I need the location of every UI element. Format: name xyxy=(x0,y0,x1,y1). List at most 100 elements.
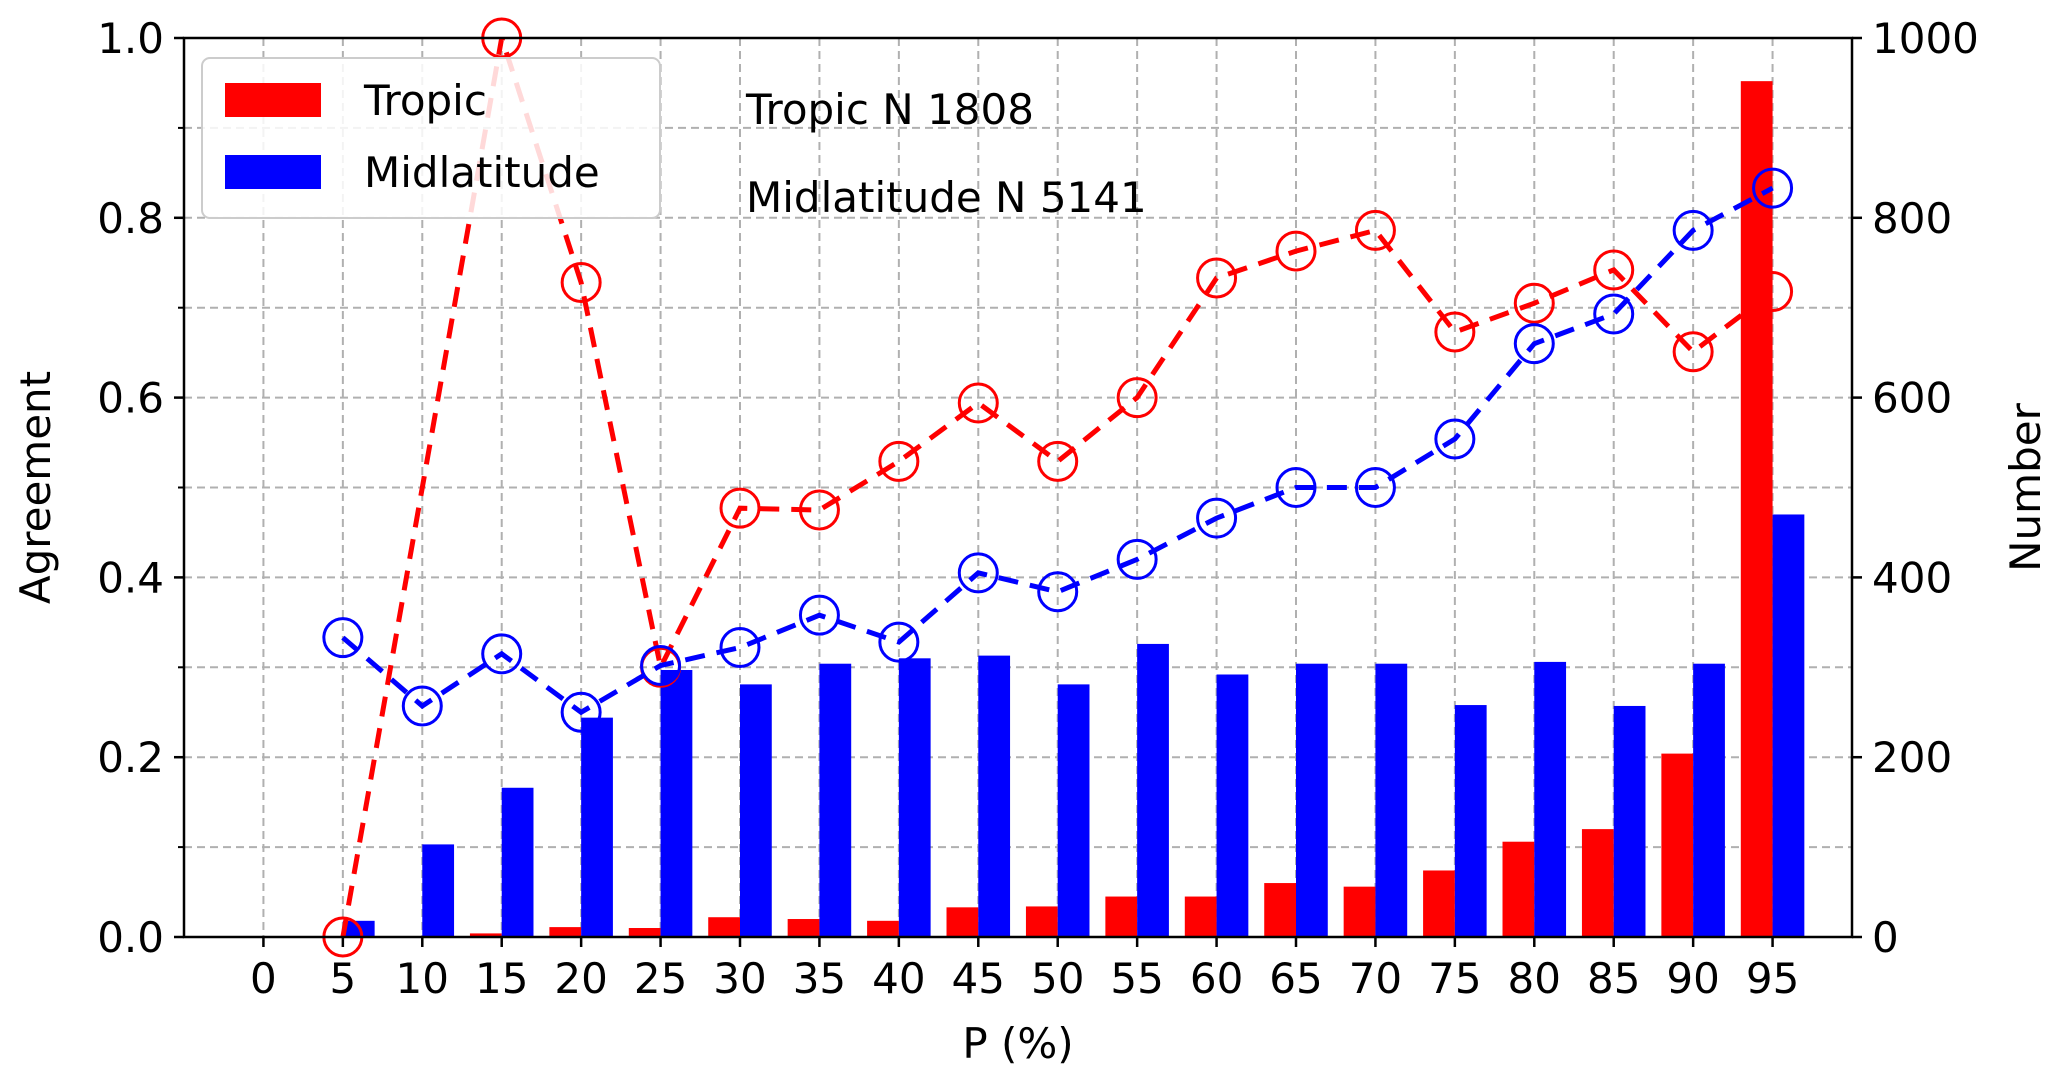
bars xyxy=(342,81,1805,938)
bar-1-12 xyxy=(1216,674,1249,937)
line-path-1 xyxy=(341,185,1774,716)
x-tick-label-8: 40 xyxy=(872,954,925,1003)
bar-1-2 xyxy=(422,844,455,937)
x-tick-label-5: 25 xyxy=(634,954,687,1003)
line-point-1-15 xyxy=(1513,323,1555,365)
bar-0-6 xyxy=(708,917,740,937)
bar-0-11 xyxy=(1105,896,1138,937)
bar-0-4 xyxy=(549,927,582,937)
x-tick-label-10: 50 xyxy=(1031,954,1084,1003)
annotation-midlatitude-n: Midlatitude N 5141 xyxy=(746,173,1147,222)
line-series-1 xyxy=(322,167,1794,733)
y-axis-title: Agreement xyxy=(11,371,60,604)
x-tick-label-11: 55 xyxy=(1110,954,1163,1003)
line-point-1-6 xyxy=(798,594,840,636)
bar-series-0 xyxy=(469,81,1773,938)
x-tick-label-9: 45 xyxy=(952,954,1005,1003)
line-point-0-12 xyxy=(1354,209,1396,251)
line-point-0-5 xyxy=(798,489,840,531)
legend-swatch-midlatitude xyxy=(225,155,321,189)
x-tick-label-15: 75 xyxy=(1428,954,1481,1003)
y-right-tick-label-5: 1000 xyxy=(1872,14,1979,63)
line-point-0-2 xyxy=(560,262,602,304)
x-tick-label-3: 15 xyxy=(475,954,528,1003)
bar-0-15 xyxy=(1423,870,1455,937)
line-point-1-8 xyxy=(957,552,999,594)
y-tick-label-4: 0.8 xyxy=(97,194,164,243)
axes: 0 5 10 15 20 25 30 35 40 45 50 55 60 65 70 75 80 85 90 95 0.… xyxy=(97,14,1979,1003)
line-point-1-11 xyxy=(1196,497,1238,539)
bar-1-17 xyxy=(1613,705,1646,937)
x-tick-label-7: 35 xyxy=(793,954,846,1003)
line-point-0-8 xyxy=(1037,440,1079,482)
line-point-1-4 xyxy=(640,645,682,687)
bar-1-5 xyxy=(660,669,693,937)
bar-1-19 xyxy=(1772,514,1805,937)
bar-1-4 xyxy=(581,717,613,937)
y-right-tick-label-1: 200 xyxy=(1872,733,1952,782)
bar-0-17 xyxy=(1581,829,1614,937)
line-point-1-18 xyxy=(1752,167,1794,209)
bar-series-1 xyxy=(342,514,1805,937)
x-tick-label-16: 80 xyxy=(1508,954,1561,1003)
x-tick-label-6: 30 xyxy=(713,954,766,1003)
line-point-0-9 xyxy=(1116,377,1158,419)
line-point-1-9 xyxy=(1037,571,1079,613)
y-tick-label-1: 0.2 xyxy=(97,733,164,782)
line-point-1-16 xyxy=(1593,293,1635,335)
bar-1-15 xyxy=(1454,705,1487,937)
y-right-tick-label-0: 0 xyxy=(1872,913,1899,962)
bar-0-13 xyxy=(1264,883,1296,937)
legend: Tropic Midlatitude xyxy=(201,57,661,219)
bar-0-3 xyxy=(469,933,502,937)
bar-0-10 xyxy=(1025,906,1058,937)
bar-1-8 xyxy=(898,658,931,937)
x-tick-label-14: 70 xyxy=(1349,954,1402,1003)
line-point-1-17 xyxy=(1672,209,1714,251)
line-point-0-13 xyxy=(1434,311,1476,353)
line-point-0-15 xyxy=(1593,249,1635,291)
bar-0-7 xyxy=(787,919,820,937)
line-point-0-14 xyxy=(1513,282,1555,324)
legend-label-midlatitude: Midlatitude xyxy=(364,148,600,197)
x-tick-label-18: 90 xyxy=(1666,954,1719,1003)
bar-1-18 xyxy=(1693,663,1725,937)
bar-1-11 xyxy=(1137,643,1169,937)
bar-1-6 xyxy=(740,684,772,937)
labels: P (%) Agreement Number Tropic N 1808 Mid… xyxy=(11,85,2050,1068)
y-tick-label-2: 0.4 xyxy=(97,553,164,602)
legend-swatch-tropic xyxy=(225,83,321,117)
line-point-1-0 xyxy=(322,617,364,659)
x-tick-label-13: 65 xyxy=(1269,954,1322,1003)
bar-0-12 xyxy=(1184,896,1217,937)
line-point-0-17 xyxy=(1752,271,1794,313)
y-right-tick-label-2: 400 xyxy=(1872,553,1952,602)
bar-1-3 xyxy=(501,787,534,937)
bar-0-16 xyxy=(1502,841,1535,937)
bar-1-10 xyxy=(1057,684,1090,937)
bar-0-5 xyxy=(628,928,661,937)
y-tick-label-5: 1.0 xyxy=(97,14,164,63)
y-tick-label-0: 0.0 xyxy=(97,913,164,962)
line-point-1-14 xyxy=(1434,418,1476,460)
bar-0-19 xyxy=(1740,81,1773,938)
line-point-1-10 xyxy=(1116,538,1158,580)
x-tick-label-4: 20 xyxy=(554,954,607,1003)
line-series xyxy=(322,17,1794,958)
y-axis-right-title: Number xyxy=(2001,402,2050,571)
line-point-0-11 xyxy=(1275,230,1317,272)
line-point-0-16 xyxy=(1672,331,1714,373)
bar-0-9 xyxy=(946,907,979,937)
annotation-tropic-n: Tropic N 1808 xyxy=(745,85,1034,134)
line-point-1-12 xyxy=(1275,467,1317,508)
line-point-1-5 xyxy=(719,627,761,669)
legend-label-tropic: Tropic xyxy=(363,76,487,125)
bar-1-16 xyxy=(1534,661,1567,937)
x-tick-label-17: 85 xyxy=(1587,954,1640,1003)
bar-0-8 xyxy=(867,920,899,937)
line-point-1-2 xyxy=(481,633,523,675)
y-right-tick-label-4: 800 xyxy=(1872,194,1952,243)
x-tick-label-12: 60 xyxy=(1190,954,1243,1003)
